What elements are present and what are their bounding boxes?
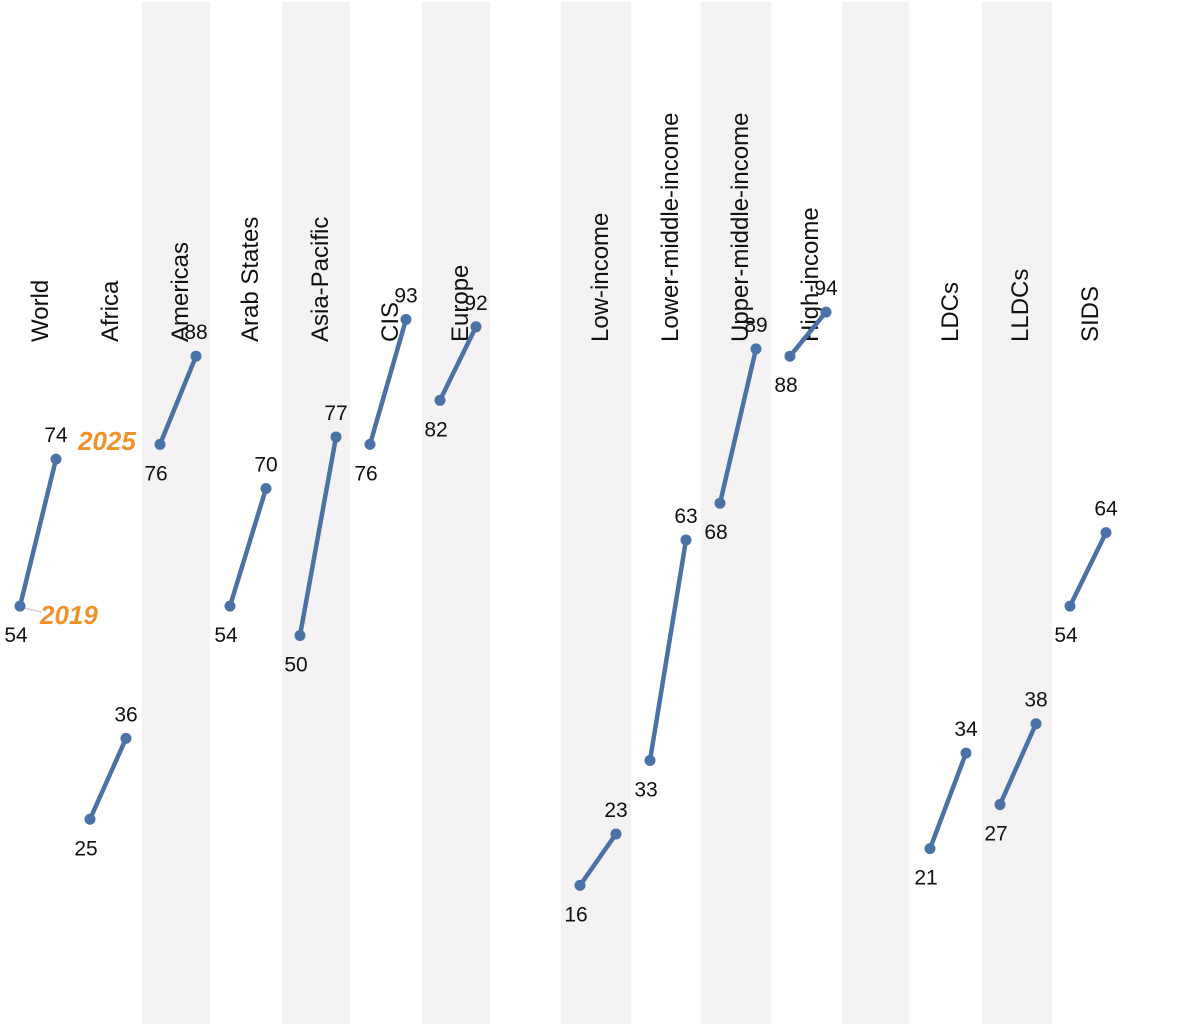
point-2019 xyxy=(924,843,936,855)
category-label: LLDCs xyxy=(1007,269,1034,342)
value-label-2025: 88 xyxy=(184,321,207,344)
value-label-2025: 23 xyxy=(604,799,627,822)
point-2025 xyxy=(960,747,972,759)
value-label-2025: 64 xyxy=(1094,498,1118,521)
value-label-2019: 25 xyxy=(74,837,97,860)
value-label-2019: 82 xyxy=(424,418,447,441)
slope-line xyxy=(437,324,479,403)
year-2025-label: 2025 xyxy=(77,426,136,456)
slope-line xyxy=(927,750,969,851)
point-2019 xyxy=(154,438,166,450)
chart-marks: 54 74 25 36 76 88 54 70 50 77 76 93 82 92 16 23 33 63 68 89… xyxy=(4,277,1118,926)
point-2025 xyxy=(330,431,342,443)
category-label: Upper-middle-income xyxy=(727,113,754,342)
point-2025 xyxy=(1100,527,1112,539)
background-band xyxy=(701,2,771,1024)
slope-line xyxy=(1067,530,1109,609)
category-label: LDCs xyxy=(937,282,964,342)
value-label-2025: 93 xyxy=(394,284,417,307)
slope-line xyxy=(577,831,619,888)
category-label: World xyxy=(27,280,54,342)
value-label-2019: 21 xyxy=(914,867,937,890)
slope-line xyxy=(647,537,689,763)
point-2025 xyxy=(610,828,622,840)
slope-line xyxy=(717,346,759,506)
point-2019 xyxy=(714,497,726,509)
category-label: Americas xyxy=(167,242,194,342)
point-2019 xyxy=(434,394,446,406)
year-2019-connector xyxy=(23,607,43,613)
category-label: Asia-Pacific xyxy=(307,217,334,342)
point-2019 xyxy=(1064,600,1076,612)
background-band xyxy=(142,2,210,1024)
point-2025 xyxy=(820,306,832,318)
slope-line xyxy=(997,721,1039,807)
point-2025 xyxy=(120,732,132,744)
slope-line xyxy=(87,736,129,822)
slope-line xyxy=(367,317,409,447)
background-band xyxy=(561,2,631,1024)
value-label-2025: 63 xyxy=(674,505,697,528)
slope-line xyxy=(297,434,339,638)
value-label-2025: 94 xyxy=(814,277,838,300)
value-label-2019: 76 xyxy=(144,462,167,485)
background-band xyxy=(282,2,350,1024)
value-label-2019: 27 xyxy=(984,823,1007,846)
slope-line xyxy=(17,456,59,609)
category-label: Arab States xyxy=(237,217,264,342)
value-label-2019: 33 xyxy=(634,778,657,801)
point-2025 xyxy=(400,313,412,325)
point-2019 xyxy=(644,754,656,766)
value-label-2019: 54 xyxy=(1054,624,1078,647)
value-label-2025: 92 xyxy=(464,292,487,315)
value-label-2025: 36 xyxy=(114,703,137,726)
point-2019 xyxy=(14,600,26,612)
category-label: Africa xyxy=(97,280,124,342)
background-bands xyxy=(142,2,1052,1024)
background-band xyxy=(422,2,490,1024)
point-2019 xyxy=(224,600,236,612)
value-label-2025: 34 xyxy=(954,718,978,741)
point-2025 xyxy=(750,343,762,355)
value-label-2025: 89 xyxy=(744,314,767,337)
point-2019 xyxy=(994,799,1006,811)
background-band xyxy=(842,2,909,1024)
point-2019 xyxy=(784,350,796,362)
category-label: SIDS xyxy=(1077,286,1104,342)
point-2019 xyxy=(574,879,586,891)
category-label: Low-income xyxy=(587,213,614,342)
point-2025 xyxy=(680,534,692,546)
point-2025 xyxy=(50,453,62,465)
value-label-2019: 54 xyxy=(4,624,28,647)
category-label: Lower-middle-income xyxy=(657,113,684,342)
value-label-2025: 70 xyxy=(254,454,277,477)
value-label-2019: 76 xyxy=(354,462,377,485)
point-2019 xyxy=(294,630,306,641)
value-label-2019: 68 xyxy=(704,521,727,544)
value-label-2019: 50 xyxy=(284,654,307,677)
background-band xyxy=(982,2,1052,1024)
slope-line xyxy=(227,486,269,609)
value-label-2019: 54 xyxy=(214,624,238,647)
value-label-2019: 88 xyxy=(774,374,797,397)
value-label-2025: 74 xyxy=(44,424,68,447)
point-2025 xyxy=(470,321,482,333)
point-2025 xyxy=(190,350,202,362)
value-label-2025: 77 xyxy=(324,402,347,425)
point-2019 xyxy=(84,813,96,825)
value-label-2019: 16 xyxy=(564,903,587,926)
value-label-2025: 38 xyxy=(1024,689,1047,712)
slope-line xyxy=(157,353,199,447)
point-2025 xyxy=(260,483,272,494)
point-2019 xyxy=(364,438,376,450)
slope-line xyxy=(787,309,829,359)
point-2025 xyxy=(1030,718,1042,730)
category-label: Europe xyxy=(447,265,474,342)
year-legend: 2025 2019 xyxy=(23,426,136,630)
year-2019-label: 2019 xyxy=(39,600,98,630)
